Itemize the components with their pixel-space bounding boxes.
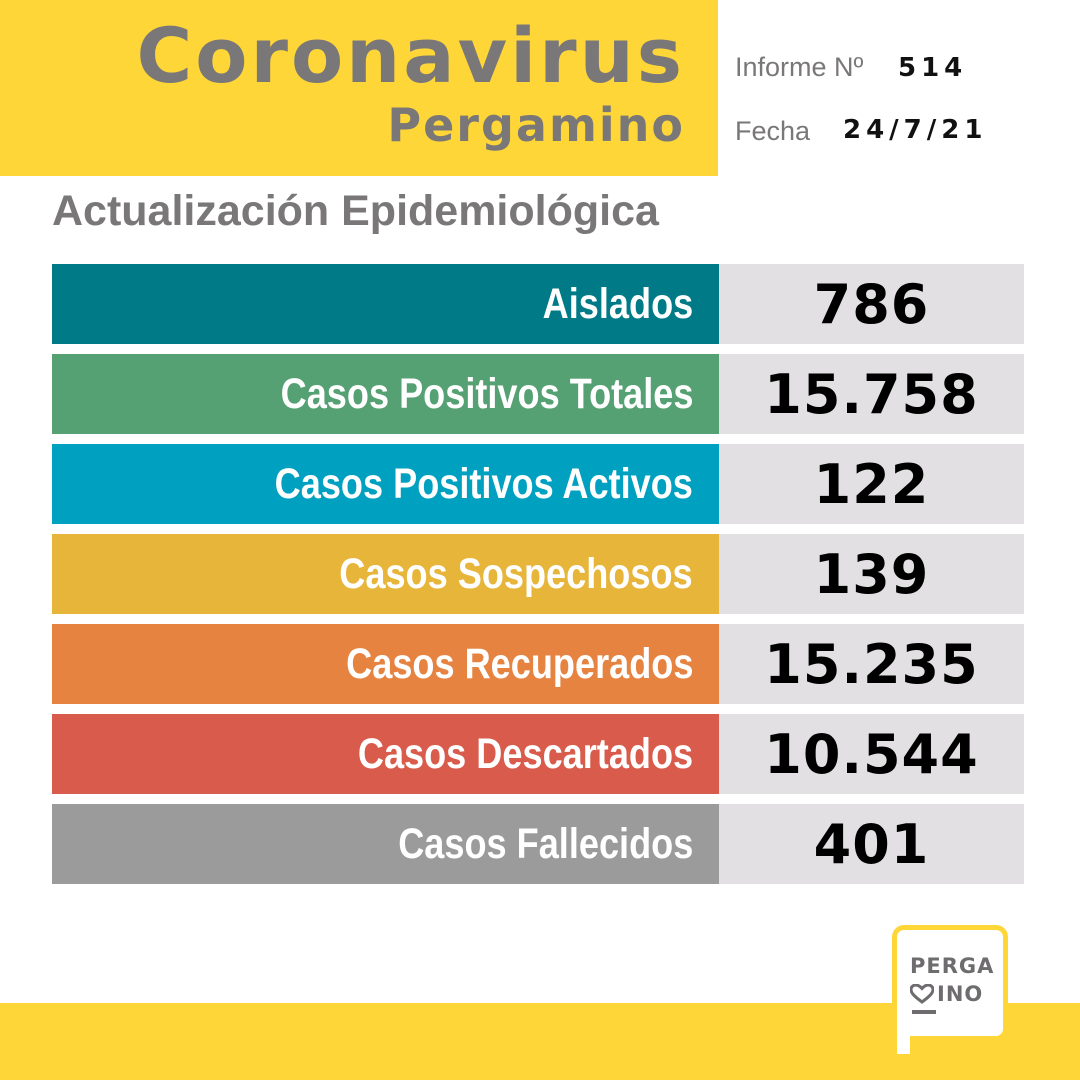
stat-row-positivos-activos: Casos Positivos Activos 122	[52, 444, 1024, 524]
stat-value-box: 15.235	[719, 624, 1024, 704]
section-subtitle: Actualización Epidemiológica	[52, 187, 659, 235]
report-number: 514	[898, 53, 968, 83]
stat-label: Aislados	[542, 279, 693, 328]
date-value: 24/7/21	[843, 115, 988, 145]
stat-label-box: Casos Recuperados	[52, 624, 719, 704]
logo-line-1: PERGA	[910, 954, 995, 978]
stat-row-sospechosos: Casos Sospechosos 139	[52, 534, 1024, 614]
report-label: Informe Nº	[735, 52, 864, 82]
stat-label-box: Casos Positivos Totales	[52, 354, 719, 434]
logo-line-2: INO	[937, 982, 984, 1006]
stat-row-recuperados: Casos Recuperados 15.235	[52, 624, 1024, 704]
stat-row-fallecidos: Casos Fallecidos 401	[52, 804, 1024, 884]
city-name: Pergamino	[387, 98, 685, 152]
heart-icon	[910, 984, 934, 1004]
stat-row-aislados: Aislados 786	[52, 264, 1024, 344]
pergamino-logo: PERGA INO	[892, 925, 1008, 1041]
logo-underline	[912, 1010, 936, 1014]
stat-value-box: 139	[719, 534, 1024, 614]
stat-value-box: 122	[719, 444, 1024, 524]
date-label: Fecha	[735, 116, 811, 146]
stat-label: Casos Fallecidos	[397, 819, 693, 868]
page-title: Coronavirus	[136, 11, 685, 100]
stat-label-box: Aislados	[52, 264, 719, 344]
stat-label-box: Casos Sospechosos	[52, 534, 719, 614]
stat-value-box: 401	[719, 804, 1024, 884]
stat-value: 10.544	[764, 722, 979, 786]
stat-label-box: Casos Fallecidos	[52, 804, 719, 884]
stat-label: Casos Sospechosos	[339, 549, 693, 598]
logo-tail	[892, 1030, 910, 1054]
stat-value-box: 10.544	[719, 714, 1024, 794]
stat-label-box: Casos Descartados	[52, 714, 719, 794]
stat-row-descartados: Casos Descartados 10.544	[52, 714, 1024, 794]
stat-value: 122	[813, 452, 930, 516]
stat-label: Casos Positivos Activos	[274, 459, 693, 508]
stat-label-box: Casos Positivos Activos	[52, 444, 719, 524]
stat-value-box: 786	[719, 264, 1024, 344]
stat-value: 401	[813, 812, 930, 876]
stat-row-positivos-totales: Casos Positivos Totales 15.758	[52, 354, 1024, 434]
stat-label: Casos Positivos Totales	[280, 369, 693, 418]
header-band	[0, 0, 718, 176]
stat-value: 139	[813, 542, 930, 606]
stat-value-box: 15.758	[719, 354, 1024, 434]
stat-value: 15.758	[764, 362, 979, 426]
stat-value: 15.235	[764, 632, 979, 696]
stat-value: 786	[813, 272, 930, 336]
stat-label: Casos Descartados	[357, 729, 693, 778]
stat-label: Casos Recuperados	[345, 639, 693, 688]
